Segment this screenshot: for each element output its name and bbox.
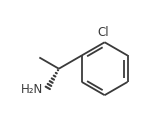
Text: Cl: Cl bbox=[98, 26, 109, 39]
Text: H₂N: H₂N bbox=[21, 83, 43, 96]
